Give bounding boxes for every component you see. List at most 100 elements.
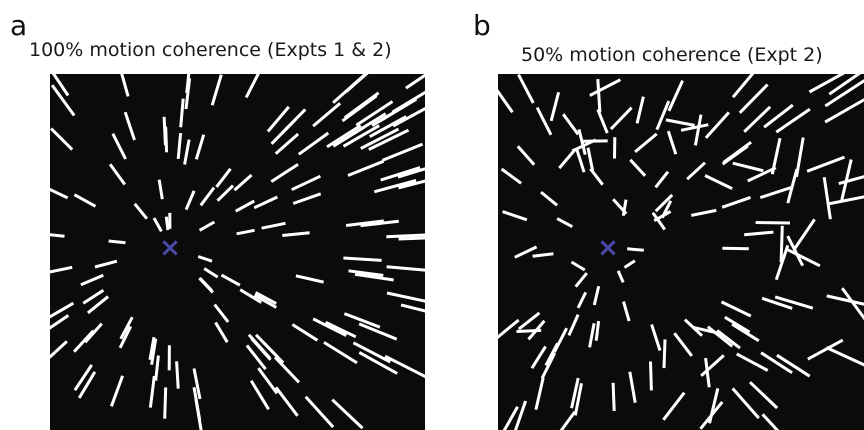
panel-a-stimulus-drawing: × [50,74,425,430]
motion-streak [704,111,731,139]
motion-streak [244,74,260,99]
motion-streak [498,318,520,339]
motion-streak [683,318,704,337]
motion-streak [516,145,536,166]
motion-streak [611,382,616,411]
motion-streak [77,371,97,399]
motion-streak [215,167,232,188]
motion-streak [514,245,538,259]
motion-streak [150,338,158,365]
motion-streak [348,269,384,277]
motion-streak [735,352,769,372]
motion-streak [398,236,425,241]
motion-streak [720,300,752,318]
motion-streak [574,272,588,288]
panel-a-stimulus: × [50,74,425,430]
motion-streak [586,147,595,171]
motion-streak [261,221,286,230]
motion-streak [326,124,362,149]
motion-streak [825,346,864,367]
motion-streak [50,84,76,117]
motion-streak [571,138,597,153]
motion-streak [673,332,693,357]
motion-streak [323,341,358,365]
motion-streak [748,381,779,410]
motion-streak [824,79,864,108]
motion-streak [332,74,368,104]
motion-streak [761,296,793,310]
motion-streak [662,391,686,421]
motion-streak [502,210,528,222]
motion-streak [179,98,185,128]
motion-streak [693,114,703,146]
motion-streak [360,219,399,228]
motion-streak [203,267,219,279]
motion-streak [175,361,180,389]
motion-streak [304,395,335,429]
motion-streak [373,179,417,194]
motion-streak [747,166,777,183]
motion-streak [386,233,425,239]
motion-streak [291,323,319,342]
panel-a-letter: a [10,9,28,42]
panel-b-stimulus-drawing: × [498,74,864,430]
motion-streak [355,100,394,127]
motion-streak [148,375,156,408]
motion-streak [50,265,73,274]
motion-streak [213,303,230,323]
motion-streak [220,273,241,287]
motion-streak [73,193,97,208]
motion-streak [233,173,253,192]
motion-streak [795,137,805,178]
motion-streak [358,351,398,375]
motion-streak [380,166,421,182]
motion-streak [655,100,671,131]
motion-streak [266,105,290,133]
motion-streak [574,147,586,173]
motion-streak [535,106,553,136]
motion-streak [502,406,519,430]
motion-streak [109,375,125,407]
motion-streak [185,74,191,94]
motion-streak [824,98,864,124]
motion-streak [282,231,310,237]
motion-streak [594,320,601,341]
motion-streak [84,322,103,344]
panel-b-stimulus: × [498,74,864,430]
motion-streak [596,108,609,134]
motion-streak [650,324,662,351]
motion-streak [589,167,604,186]
motion-streak [360,127,400,150]
motion-streak [635,96,645,124]
motion-streak [119,316,134,340]
motion-streak [163,387,168,419]
motion-streak [152,217,163,233]
motion-streak [82,288,105,305]
motion-streak [386,265,425,272]
fixation-cross-icon: × [597,233,619,263]
motion-streak [184,190,196,211]
motion-streak [556,217,574,229]
motion-streak [398,179,425,190]
motion-streak [665,118,695,127]
motion-streak [50,301,75,319]
motion-streak [667,79,684,112]
motion-streak [253,195,279,210]
motion-streak [534,377,545,411]
fixation-cross-icon: × [159,233,181,263]
motion-streak [651,211,667,231]
motion-streak [732,161,764,173]
motion-streak [721,195,751,209]
motion-streak [596,79,602,113]
motion-streak [123,111,136,141]
motion-streak [192,368,202,400]
motion-streak [50,314,70,330]
motion-streak [561,113,580,136]
motion-streak [828,74,862,96]
motion-streak [50,187,69,200]
motion-streak [567,313,580,337]
motion-streak [577,129,587,155]
motion-streak [164,216,170,231]
motion-streak [80,273,104,287]
motion-streak [774,244,790,281]
